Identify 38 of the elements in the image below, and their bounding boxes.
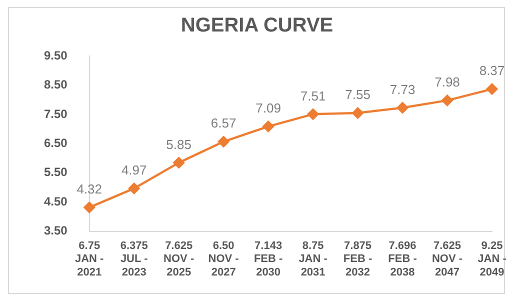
point xyxy=(218,136,230,148)
data-label: 4.32 xyxy=(76,182,102,197)
x-tick-label: 7.696 FEB - 2038 xyxy=(388,240,418,278)
x-tick-label: 7.875 FEB - 2032 xyxy=(343,240,372,278)
point xyxy=(84,202,95,214)
x-tick-label: 8.75 JAN - 2031 xyxy=(298,240,328,278)
x-tick-label: 6.75 JAN - 2021 xyxy=(74,240,104,278)
point xyxy=(307,108,319,120)
data-label: 7.73 xyxy=(390,82,416,97)
y-tick-label: 3.50 xyxy=(44,224,68,238)
chart-title: NGERIA CURVE xyxy=(180,14,334,37)
point xyxy=(486,83,498,95)
x-tick-label: 6.50 NOV - 2027 xyxy=(208,240,240,278)
point xyxy=(352,107,364,119)
y-tick-label: 5.50 xyxy=(44,165,68,180)
data-label: 7.09 xyxy=(256,100,281,116)
data-label: 7.98 xyxy=(434,74,460,90)
y-tick-label: 6.50 xyxy=(44,136,68,150)
x-tick-label: 9.25 JAN - 2049 xyxy=(478,240,507,278)
point xyxy=(442,94,453,106)
data-label: 5.85 xyxy=(166,136,192,152)
data-label: 4.97 xyxy=(121,162,147,178)
data-label: 6.57 xyxy=(210,116,236,131)
data-label: 7.51 xyxy=(300,88,326,104)
x-tick-label: 7.625 NOV - 2025 xyxy=(164,240,194,278)
point xyxy=(128,182,140,194)
x-tick-label: 7.625 NOV - 2047 xyxy=(432,240,463,278)
point xyxy=(396,102,408,114)
data-label: 7.55 xyxy=(345,87,370,102)
y-tick-label: 9.50 xyxy=(44,48,68,62)
x-tick-label: 6.375 JUL - 2023 xyxy=(120,240,148,278)
y-tick-label: 8.50 xyxy=(44,78,68,92)
y-tick-label: 4.50 xyxy=(44,194,68,208)
y-tick-label: 7.50 xyxy=(44,106,68,121)
data-label: 8.37 xyxy=(479,63,505,78)
x-tick-label: 7.143 FEB - 2030 xyxy=(254,240,283,278)
point xyxy=(262,120,274,132)
point xyxy=(173,157,184,168)
